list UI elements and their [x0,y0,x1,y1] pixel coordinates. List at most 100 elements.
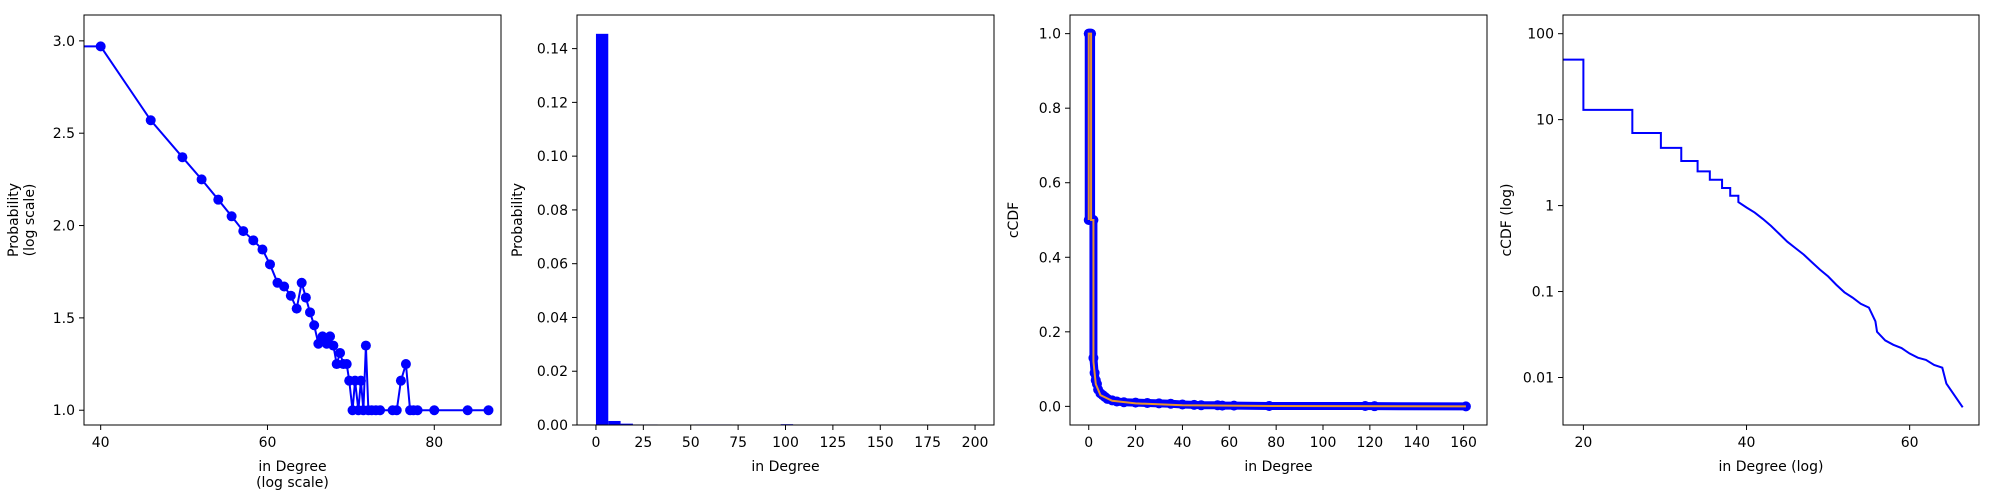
degree-point [305,307,316,318]
x-tick-label: 175 [914,435,941,451]
y-tick-label: 0.06 [537,257,568,273]
x-tick-label: 60 [1901,435,1919,451]
y-tick-label: 2.0 [53,219,75,235]
x-tick-label: 150 [867,435,894,451]
x-tick-label: 40 [1738,435,1756,451]
x-tick-label: 20 [1574,435,1592,451]
degree-point [360,340,371,351]
x-tick-label: 25 [634,435,652,451]
x-axis-label: in Degree [258,459,326,475]
degree-point [375,405,386,416]
degree-point [313,338,324,349]
y-tick-label: 0.8 [1039,101,1061,117]
degree-series-line [84,45,489,412]
chart-ccdf-log: 20 40 60 0.01 0.1 1 10 100 in Degree (log) cCDF (… [1499,14,1980,475]
x-tick-label: 60 [1220,435,1238,451]
axes-frame [576,14,995,426]
x-tick-label: 40 [1174,435,1192,451]
degree-point [341,359,352,370]
degree-point [145,115,156,126]
plot-area [1563,58,1964,408]
x-axis-label: in Degree (log) [1719,459,1824,475]
ccdf-log-step-line [1563,58,1964,408]
y-tick-label: 2.5 [53,126,75,142]
chart-degree-distribution-loglog: 40 60 801.01.52.02.53.0in Degree(log scale… [6,14,502,491]
y-axis-label: (log scale) [22,184,38,257]
degree-point [264,259,275,270]
x-tick-label: 120 [1356,435,1383,451]
y-tick-label: 0.10 [537,149,568,165]
degree-point [177,152,188,163]
y-tick-label: 0.01 [1523,370,1554,386]
plot-area [84,41,494,416]
plot-area [595,33,794,425]
y-tick-label: 1.5 [53,311,75,327]
y-tick-label: 1.0 [1039,27,1061,43]
y-tick-label: 1 [1545,199,1554,215]
x-tick-label: 20 [1127,435,1145,451]
y-tick-label: 0.14 [537,42,568,58]
x-axis-label: in Degree [751,459,819,475]
axes-frame [83,14,502,426]
degree-point [257,244,268,255]
x-tick-label: 80 [425,435,443,451]
degree-point [226,211,237,222]
histogram-bar [595,33,609,425]
ccdf-point [1165,398,1176,409]
degree-point [335,347,346,358]
x-axis-label: (log scale) [256,475,329,491]
degree-point [213,194,224,205]
y-tick-label: 0.08 [537,203,568,219]
y-tick-label: 0.12 [537,95,568,111]
degree-point [248,235,259,246]
y-tick-label: 100 [1527,27,1554,43]
x-tick-label: 125 [820,435,847,451]
chart-degree-histogram: 0 25 50 75 100 125 150 175 200 0.00 0.02 0.04 0.06 0.… [510,14,995,475]
degree-point [483,405,494,416]
chart-ccdf-linear: 0 20 40 60 80 100 120 140 160 0.0 0.2 0.4 0.6 0.8 1.0 i… [1006,14,1488,475]
x-tick-label: 75 [729,435,747,451]
degree-point [95,41,106,52]
degree-point [300,292,311,303]
x-tick-label: 40 [92,435,110,451]
axes-frame [1562,14,1980,426]
y-axis-label: cCDF [1006,202,1022,238]
y-tick-label: 0.00 [537,418,568,434]
x-tick-label: 50 [682,435,700,451]
x-tick-label: 80 [1267,435,1285,451]
x-tick-label: 0 [1084,435,1093,451]
degree-point [355,375,366,386]
y-tick-label: 0.2 [1039,325,1061,341]
degree-point [238,226,249,237]
degree-point [328,340,339,351]
degree-point [309,320,320,331]
degree-point [296,277,307,288]
x-tick-label: 100 [1310,435,1337,451]
x-axis-label: in Degree [1244,459,1312,475]
ccdf-fit-line [1087,32,1466,408]
degree-point [412,405,423,416]
y-axis-label: Probability [510,183,526,257]
y-tick-label: 0.1 [1532,285,1554,301]
y-axis-label: Probability [6,183,22,257]
degree-point [429,405,440,416]
x-tick-label: 100 [772,435,799,451]
y-tick-label: 0.6 [1039,176,1061,192]
x-tick-label: 0 [591,435,600,451]
histogram-bar [620,423,633,425]
y-tick-label: 1.0 [53,403,75,419]
degree-point [462,405,473,416]
degree-point [279,281,290,292]
plot-area [1083,28,1471,412]
axes-frame [1069,14,1488,426]
y-tick-label: 10 [1536,113,1554,129]
degree-point [317,331,328,342]
x-tick-label: 200 [962,435,989,451]
degree-point [391,405,402,416]
y-axis-label: cCDF (log) [1499,183,1515,256]
y-tick-label: 3.0 [53,34,75,50]
x-tick-label: 140 [1403,435,1430,451]
histogram-bar [608,420,621,425]
degree-point [400,359,411,370]
